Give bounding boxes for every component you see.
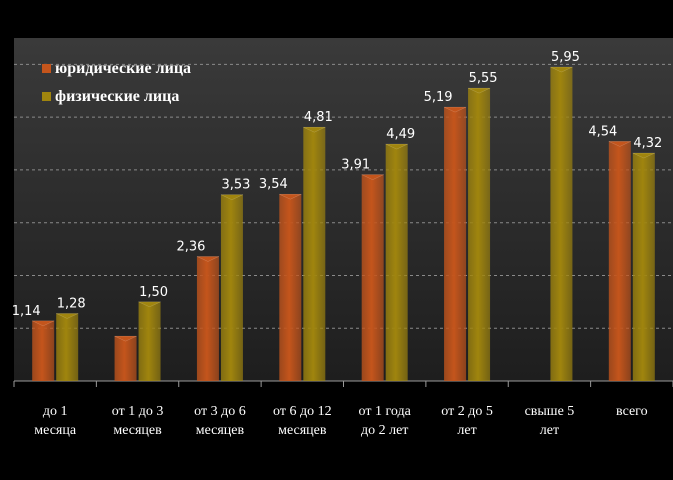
data-label: 1,28 — [57, 296, 86, 311]
bar-legal-entities — [32, 320, 55, 381]
data-label: 3,54 — [259, 177, 288, 192]
data-label: 5,19 — [424, 90, 453, 105]
bar-cap — [303, 126, 326, 133]
legend-swatch — [42, 92, 51, 101]
data-label: 2,36 — [176, 239, 205, 254]
x-tick-label: всего — [616, 404, 648, 419]
bar-cap — [608, 141, 631, 147]
bar-legal-entities — [279, 194, 302, 381]
bar-individuals — [220, 194, 243, 381]
data-label: 4,54 — [588, 124, 617, 139]
bar-cap — [32, 320, 55, 327]
bar-cap — [220, 194, 244, 200]
bar-cap — [385, 143, 408, 150]
bar-legal-entities — [196, 256, 219, 381]
bar-cap — [114, 335, 137, 342]
bar-legal-entities — [608, 141, 631, 381]
x-tick-label: от 3 до 6 месяцев — [194, 404, 246, 438]
data-label: 3,53 — [221, 178, 250, 193]
x-tick-label: от 2 до 5 лет — [441, 404, 493, 438]
data-label: 4,32 — [633, 136, 662, 151]
bar-cap — [443, 106, 467, 113]
x-tick-label: от 6 до 12 месяцев — [273, 404, 332, 438]
bar-cap — [196, 256, 220, 262]
data-label: 1,50 — [139, 285, 168, 300]
bar-individuals — [468, 88, 491, 381]
bar-cap — [550, 66, 573, 73]
legend-swatch — [42, 64, 51, 73]
data-label: 1,14 — [12, 304, 41, 319]
x-tick-label: от 1 года до 2 лет — [359, 404, 412, 438]
bar-cap — [279, 193, 302, 200]
bar-legal-entities — [444, 107, 467, 382]
bar-cap — [361, 174, 384, 180]
legend-label: физические лица — [55, 88, 179, 105]
legend: юридические лица физические лица — [42, 60, 191, 105]
bar-cap — [138, 301, 161, 308]
bar-cap — [467, 87, 491, 94]
x-tick-label: до 1 месяца — [34, 404, 77, 438]
bar-cap — [56, 313, 79, 319]
data-label: 5,95 — [551, 50, 580, 65]
data-label: 5,55 — [469, 71, 498, 86]
data-label: 3,91 — [341, 158, 370, 173]
bar-individuals — [303, 127, 326, 382]
bar-individuals — [632, 153, 655, 381]
bar-individuals — [138, 301, 161, 381]
data-label: 4,49 — [386, 127, 415, 142]
bar-individuals — [550, 67, 573, 382]
data-label: 4,81 — [304, 110, 333, 125]
bar-cap — [632, 152, 655, 159]
bar-individuals — [385, 144, 408, 381]
x-tick-label: от 1 до 3 месяцев — [112, 404, 164, 438]
bar-individuals — [56, 313, 79, 381]
x-tick-label: свыше 5 лет — [525, 404, 575, 438]
bar-legal-entities — [114, 336, 137, 381]
legend-label: юридические лица — [55, 60, 191, 77]
bar-legal-entities — [361, 174, 384, 381]
